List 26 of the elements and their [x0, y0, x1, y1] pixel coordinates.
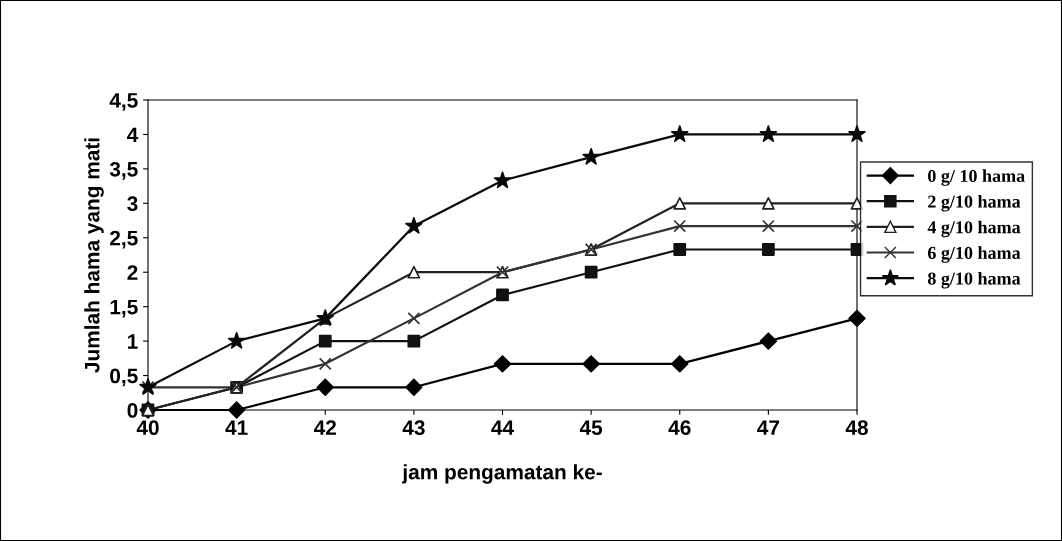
legend-label: 0 g/ 10 hama — [928, 169, 1025, 186]
x-tick-label: 47 — [757, 420, 780, 435]
legend-label: 4 g/10 hama — [927, 220, 1021, 238]
legend-label: 6 g/10 hama — [927, 246, 1021, 263]
y-tick-label: 4 — [127, 127, 139, 142]
y-tick-label: 4,5 — [109, 93, 138, 111]
y-tick-label: 3,5 — [109, 161, 138, 180]
y-tick-label: 0 — [127, 403, 138, 418]
legend-label: 2 g/10 hama — [928, 194, 1021, 212]
x-axis-title: jam pengamatan ke- — [402, 464, 602, 484]
legend-label: 8 g/10 hama — [927, 271, 1021, 289]
x-tick-label: 40 — [136, 420, 159, 436]
x-tick-label: 43 — [402, 420, 425, 436]
y-tick-label: 0,5 — [110, 368, 138, 387]
x-tick-label: 42 — [313, 420, 336, 435]
x-tick-label: 44 — [491, 420, 514, 435]
x-tick-label: 46 — [668, 420, 691, 436]
x-tick-label: 41 — [225, 420, 248, 435]
y-tick-label: 3 — [127, 196, 138, 212]
y-tick-label: 2,5 — [110, 230, 138, 249]
y-tick-label: 1 — [128, 334, 138, 349]
y-tick-label: 2 — [127, 265, 138, 280]
y-axis-title: Jumlah hama yang mati — [84, 138, 104, 373]
y-tick-label: 1,5 — [110, 299, 138, 318]
x-tick-label: 48 — [845, 420, 868, 436]
x-tick-label: 45 — [579, 420, 603, 436]
